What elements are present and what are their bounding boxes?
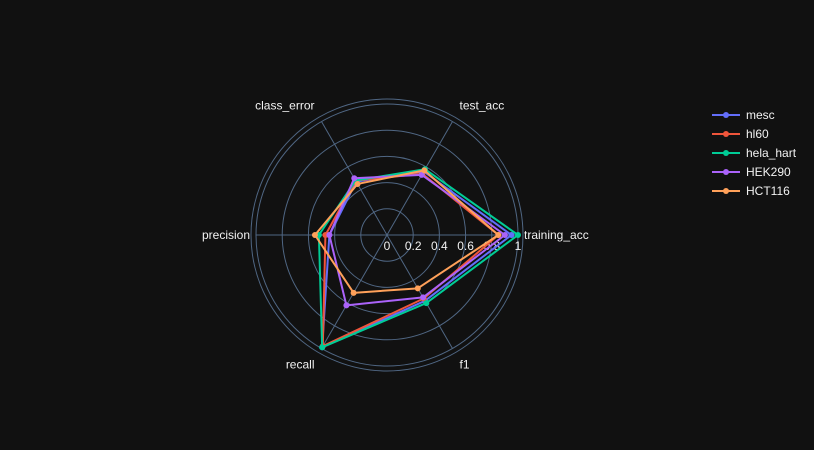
radar-grid <box>250 98 524 372</box>
data-point-hela-hart <box>515 232 521 238</box>
axis-label-f1: f1 <box>460 358 470 372</box>
radial-tick-label: 1 <box>515 239 522 253</box>
legend-item-hek290[interactable]: HEK290 <box>712 165 791 179</box>
radial-tick-label: 0 <box>384 239 391 253</box>
data-point-hct116 <box>311 232 318 238</box>
legend-marker-hct116 <box>723 188 729 194</box>
data-point-hct116 <box>495 232 502 238</box>
radial-tick-label: 0.4 <box>431 239 448 253</box>
data-point-hela-hart <box>423 300 430 307</box>
data-point-hek290 <box>351 175 358 182</box>
data-point-hct116 <box>414 285 421 292</box>
data-point-hela-hart <box>319 344 326 351</box>
legend-item-hela-hart[interactable]: hela_hart <box>712 146 797 160</box>
series-line-hct116 <box>313 169 500 294</box>
legend-label-mesc: mesc <box>746 108 775 122</box>
data-point-hek290 <box>418 171 425 178</box>
grid-outer-ring <box>250 98 524 372</box>
legend-item-mesc[interactable]: mesc <box>712 108 775 122</box>
legend-label-hela-hart: hela_hart <box>746 146 797 160</box>
legend-marker-hl60 <box>723 131 729 137</box>
grid-spoke <box>386 234 453 349</box>
legend-marker-hek290 <box>723 169 729 175</box>
data-point-hct116 <box>350 289 357 296</box>
data-point-hct116 <box>421 167 428 174</box>
legend-label-hl60: hl60 <box>746 127 769 141</box>
data-point-hct116 <box>354 180 361 187</box>
legend-marker-mesc <box>723 112 729 118</box>
legend-item-hl60[interactable]: hl60 <box>712 127 769 141</box>
axis-label-precision: precision <box>202 228 250 242</box>
axis-label-recall: recall <box>286 358 315 372</box>
legend[interactable]: mesc hl60 hela_hart HEK290 HCT116 <box>712 108 797 198</box>
radar-series <box>311 166 521 351</box>
radial-tick-label: 0.6 <box>457 239 474 253</box>
data-point-hek290 <box>420 294 427 301</box>
radial-tick-label: 0.2 <box>405 239 422 253</box>
legend-label-hek290: HEK290 <box>746 165 791 179</box>
data-point-hek290 <box>501 232 508 238</box>
data-point-hek290 <box>343 302 350 309</box>
axis-label-training-acc: training_acc <box>524 228 589 242</box>
legend-item-hct116[interactable]: HCT116 <box>712 184 790 198</box>
radar-tick-labels: 0 0.2 0.4 0.6 0.8 1 <box>384 239 522 253</box>
axis-label-test-acc: test_acc <box>460 98 505 112</box>
legend-marker-hela-hart <box>723 150 729 156</box>
grid-spoke <box>386 121 453 236</box>
data-point-hek290 <box>326 232 333 238</box>
axis-label-class-error: class_error <box>255 98 314 112</box>
legend-label-hct116: HCT116 <box>746 184 790 198</box>
radar-axis-labels: training_acc test_acc class_error precision… <box>202 98 589 371</box>
data-point-mesc <box>508 232 515 238</box>
